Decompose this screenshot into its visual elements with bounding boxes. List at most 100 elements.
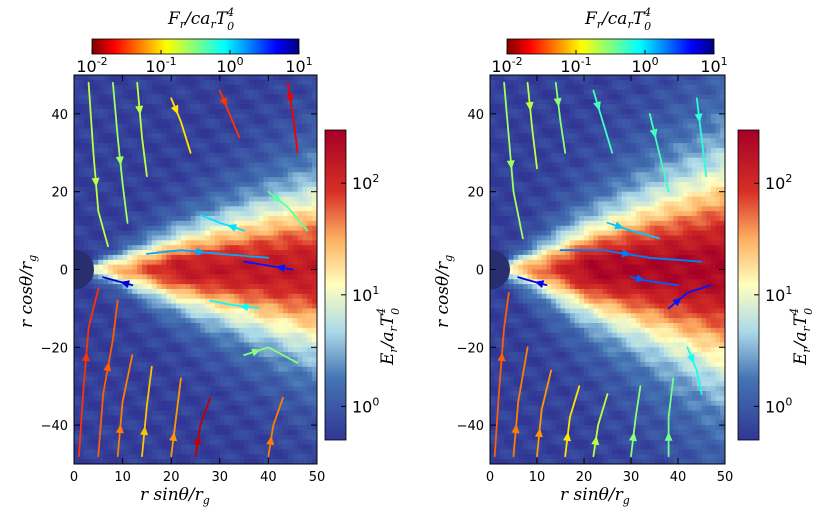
heatmap-cell [508, 429, 515, 436]
heatmap-cell [180, 303, 187, 309]
heatmap-cell [132, 225, 138, 232]
heatmap-cell [166, 405, 172, 412]
heatmap-cell [156, 225, 163, 232]
heatmap-cell [494, 434, 500, 441]
heatmap-cell [185, 162, 192, 168]
heatmap-cell [258, 434, 265, 441]
heatmap-cell [297, 303, 304, 309]
heatmap-cell [161, 89, 167, 96]
heatmap-cell [93, 386, 99, 392]
heatmap-cell [122, 293, 129, 300]
heatmap-cell [180, 274, 187, 280]
heatmap-cell [108, 381, 114, 387]
heatmap-cell [278, 230, 284, 237]
heatmap-cell [103, 327, 109, 334]
heatmap-cell [205, 84, 211, 91]
heatmap-cell [302, 216, 308, 222]
heatmap-cell [93, 303, 99, 309]
heatmap-cell [490, 293, 496, 300]
heatmap-cell [93, 332, 99, 339]
heatmap-cell [263, 274, 269, 280]
heatmap-cell [253, 89, 260, 96]
heatmap-cell [205, 172, 211, 178]
heatmap-cell [278, 162, 284, 168]
heatmap-cell [263, 361, 269, 368]
heatmap-cell [229, 337, 235, 344]
heatmap-cell [78, 371, 85, 378]
heatmap-cell [78, 75, 85, 81]
heatmap-cell [532, 157, 538, 164]
heatmap-cell [229, 454, 235, 460]
heatmap-cell [292, 196, 299, 203]
heatmap-cell [122, 322, 129, 329]
heatmap-cell [248, 235, 255, 241]
heatmap-cell [297, 308, 304, 314]
heatmap-cell [161, 133, 167, 139]
heatmap-cell [210, 284, 216, 290]
heatmap-cell [98, 386, 104, 392]
heatmap-cell [180, 206, 187, 212]
heatmap-cell [137, 337, 143, 344]
heatmap-cell [219, 332, 226, 339]
heatmap-cell [83, 157, 90, 164]
heatmap-cell [490, 352, 496, 358]
heatmap-cell [278, 376, 284, 382]
heatmap-cell [127, 400, 133, 407]
heatmap-cell [205, 264, 211, 271]
heatmap-cell [103, 133, 109, 139]
heatmap-cell [142, 254, 148, 261]
heatmap-cell [78, 230, 85, 237]
heatmap-cell [98, 206, 104, 212]
heatmap-cell [273, 152, 279, 159]
heatmap-cell [98, 371, 104, 378]
heatmap-cell [282, 225, 289, 232]
heatmap-cell [234, 425, 240, 431]
heatmap-cell [307, 279, 313, 285]
heatmap-cell [74, 89, 80, 96]
heatmap-cell [117, 308, 124, 314]
heatmap-cell [219, 84, 226, 91]
heatmap-cell [518, 133, 524, 139]
heatmap-cell [151, 177, 158, 183]
heatmap-cell [156, 152, 163, 159]
heatmap-cell [273, 342, 279, 348]
heatmap-cell [161, 391, 167, 397]
heatmap-cell [176, 425, 182, 431]
heatmap-cell [229, 429, 235, 436]
heatmap-cell [161, 366, 167, 373]
heatmap-cell [229, 254, 235, 261]
heatmap-cell [287, 459, 294, 464]
heatmap-cell [166, 313, 172, 319]
heatmap-cell [263, 303, 269, 309]
heatmap-cell [185, 449, 192, 455]
heatmap-cell [151, 269, 158, 275]
heatmap-cell [248, 216, 255, 222]
heatmap-cell [312, 109, 317, 115]
heatmap-cell [205, 245, 211, 251]
heatmap-cell [180, 75, 187, 81]
heatmap-cell [224, 395, 231, 402]
heatmap-cell [307, 293, 313, 300]
heatmap-cell [513, 400, 519, 407]
heatmap-cell [74, 318, 80, 324]
heatmap-cell [185, 318, 192, 324]
heatmap-cell [532, 128, 538, 134]
heatmap-cell [108, 444, 114, 451]
heatmap-cell [297, 240, 304, 246]
heatmap-cell [151, 259, 158, 266]
heatmap-cell [132, 439, 138, 446]
heatmap-cell [239, 420, 245, 426]
heatmap-cell [504, 371, 510, 378]
heatmap-cell [210, 225, 216, 232]
heatmap-cell [205, 133, 211, 139]
heatmap-cell [195, 186, 201, 193]
heatmap-cell [224, 133, 231, 139]
heatmap-cell [224, 172, 231, 178]
heatmap-cell [98, 342, 104, 348]
heatmap-cell [513, 274, 519, 280]
heatmap-cell [532, 366, 538, 373]
heatmap-cell [190, 279, 197, 285]
heatmap-cell [88, 415, 95, 421]
heatmap-cell [537, 288, 543, 295]
heatmap-cell [117, 342, 124, 348]
